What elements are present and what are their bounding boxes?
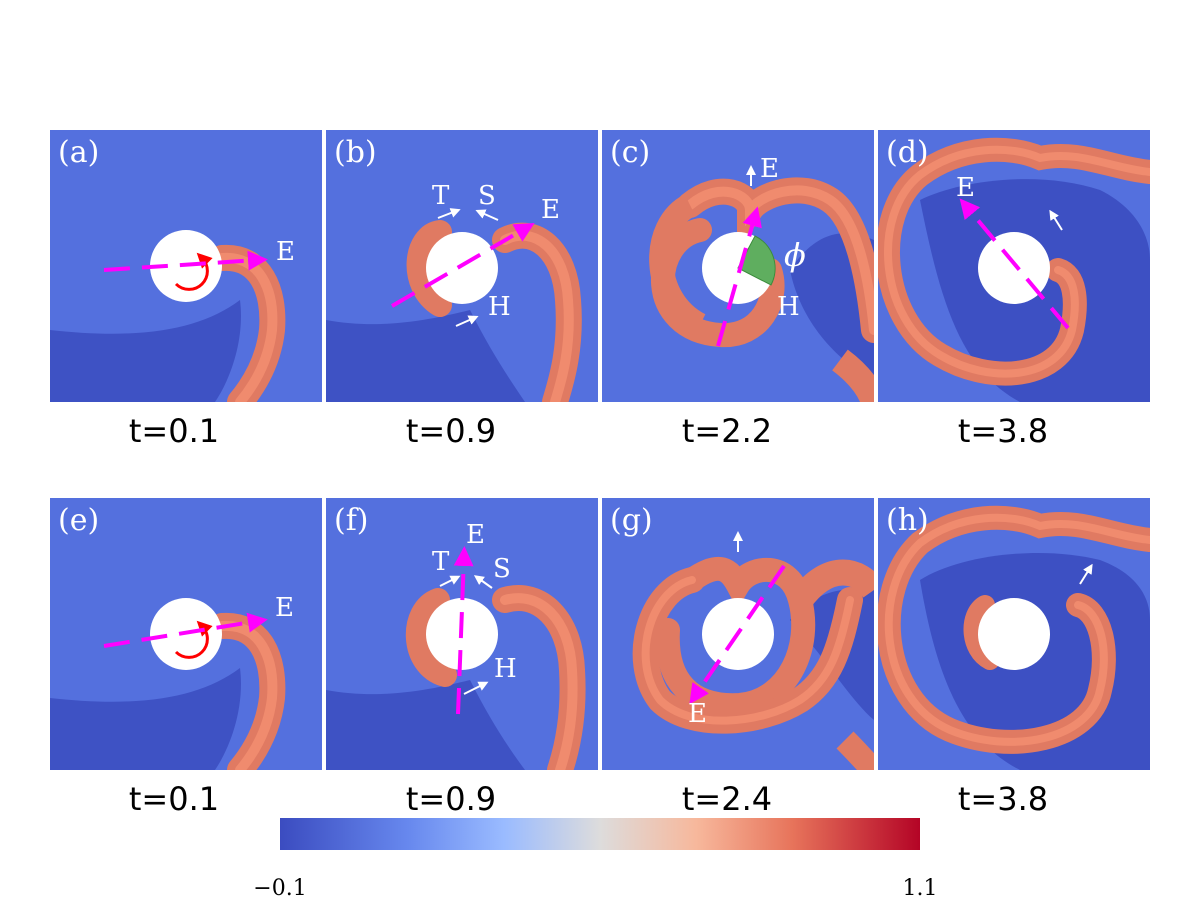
time-label-d: t=3.8 — [958, 412, 1048, 450]
panel-b: (b) T S E H t=0.9 — [326, 130, 598, 450]
annotation-e-g: E — [688, 699, 707, 729]
panel-label-b: (b) — [334, 135, 377, 170]
panel-f: (f) E T S H t=0.9 — [326, 498, 598, 818]
annotation-e-d: E — [956, 173, 975, 203]
time-label-a: t=0.1 — [129, 412, 219, 450]
time-label-g: t=2.4 — [682, 780, 772, 818]
panel-label-g: (g) — [610, 503, 653, 538]
annotation-e-b: E — [541, 195, 560, 225]
annotation-e-c: E — [760, 154, 779, 184]
annotation-phi-c: ϕ — [784, 236, 806, 274]
panel-label-e: (e) — [58, 503, 99, 538]
annotation-h-f: H — [494, 654, 517, 684]
time-label-c: t=2.2 — [682, 412, 772, 450]
panel-label-c: (c) — [610, 135, 650, 170]
colorbar-min-label: −0.1 — [253, 876, 306, 900]
colorbar-max-label: 1.1 — [903, 876, 938, 900]
time-label-e: t=0.1 — [129, 780, 219, 818]
panel-c: (c) E ϕ H t=2.2 — [602, 130, 874, 450]
annotation-e-e: E — [275, 593, 294, 623]
annotation-e-a: E — [276, 237, 295, 267]
panel-label-h: (h) — [886, 503, 929, 538]
time-label-b: t=0.9 — [406, 412, 496, 450]
annotation-e-f: E — [466, 520, 485, 550]
time-label-h: t=3.8 — [958, 780, 1048, 818]
panel-h: (h) t=3.8 — [878, 498, 1150, 818]
panel-label-a: (a) — [58, 135, 99, 170]
annotation-s-b: S — [478, 181, 496, 211]
panel-label-f: (f) — [334, 503, 369, 538]
annotation-t-f: T — [432, 547, 450, 577]
annotation-h-c: H — [777, 292, 800, 322]
panel-a: (a) E t=0.1 — [50, 130, 322, 450]
panel-g: (g) E t=2.4 — [602, 498, 874, 818]
panel-label-d: (d) — [886, 135, 929, 170]
panel-e: (e) E t=0.1 — [50, 498, 322, 818]
annotation-h-b: H — [488, 292, 511, 322]
panel-d: (d) E t=3.8 — [878, 130, 1150, 450]
annotation-s-f: S — [493, 554, 511, 584]
colorbar: −0.1 1.1 — [253, 818, 938, 900]
time-label-f: t=0.9 — [406, 780, 496, 818]
annotation-t-b: T — [432, 181, 450, 211]
colorbar-gradient — [280, 818, 920, 850]
